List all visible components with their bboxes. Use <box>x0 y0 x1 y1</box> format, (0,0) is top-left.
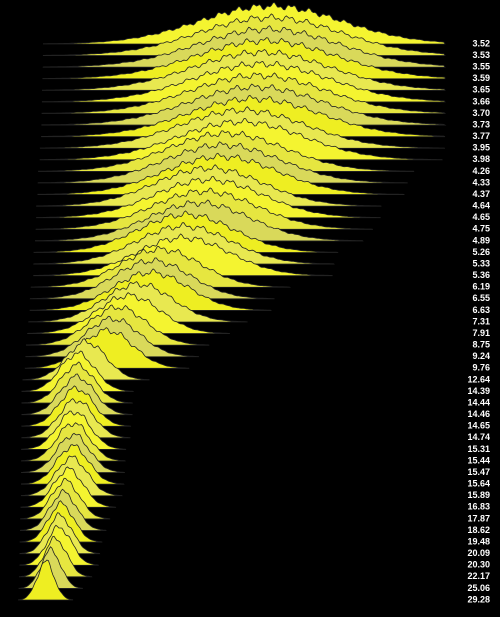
row-label: 8.75 <box>472 340 490 350</box>
row-label: 5.26 <box>472 247 490 257</box>
row-label: 9.24 <box>472 351 490 361</box>
row-label: 29.28 <box>467 594 490 604</box>
row-label: 3.52 <box>472 38 490 48</box>
row-label: 4.26 <box>472 166 490 176</box>
row-label: 3.59 <box>472 73 490 83</box>
row-label: 4.65 <box>472 212 490 222</box>
ridge <box>33 233 333 277</box>
row-label: 3.70 <box>472 108 490 118</box>
row-label: 14.74 <box>467 432 490 442</box>
row-label: 12.64 <box>467 374 490 384</box>
row-label: 22.17 <box>467 571 490 581</box>
row-label: 3.73 <box>472 119 490 129</box>
row-label: 15.31 <box>467 444 490 454</box>
row-label: 14.46 <box>467 409 490 419</box>
row-label: 3.53 <box>472 50 490 60</box>
row-label: 5.33 <box>472 258 490 268</box>
row-label: 4.37 <box>472 189 490 199</box>
row-label: 3.77 <box>472 131 490 141</box>
row-label: 16.83 <box>467 502 490 512</box>
row-label: 5.36 <box>472 270 490 280</box>
row-label: 20.30 <box>467 560 490 570</box>
row-label: 15.64 <box>467 479 490 489</box>
row-label: 3.66 <box>472 96 490 106</box>
row-label: 9.76 <box>472 363 490 373</box>
row-label: 7.31 <box>472 316 490 326</box>
row-label: 6.19 <box>472 282 490 292</box>
ridge <box>17 559 74 601</box>
row-label: 20.09 <box>467 548 490 558</box>
row-label: 14.65 <box>467 421 490 431</box>
row-label: 19.48 <box>467 536 490 546</box>
row-label: 14.39 <box>467 386 490 396</box>
row-label: 25.06 <box>467 583 490 593</box>
row-label: 18.62 <box>467 525 490 535</box>
row-label: 4.64 <box>472 201 490 211</box>
row-label: 3.95 <box>472 143 490 153</box>
row-label: 14.44 <box>467 397 490 407</box>
row-label: 4.89 <box>472 235 490 245</box>
row-label: 4.33 <box>472 177 490 187</box>
row-label: 6.63 <box>472 305 490 315</box>
row-label: 3.55 <box>472 62 490 72</box>
row-label: 6.55 <box>472 293 490 303</box>
row-label: 3.98 <box>472 154 490 164</box>
row-label: 3.65 <box>472 85 490 95</box>
row-label: 15.44 <box>467 455 490 465</box>
row-label: 4.75 <box>472 224 490 234</box>
row-label: 15.47 <box>467 467 490 477</box>
row-label: 17.87 <box>467 513 490 523</box>
row-label: 7.91 <box>472 328 490 338</box>
row-label: 15.89 <box>467 490 490 500</box>
